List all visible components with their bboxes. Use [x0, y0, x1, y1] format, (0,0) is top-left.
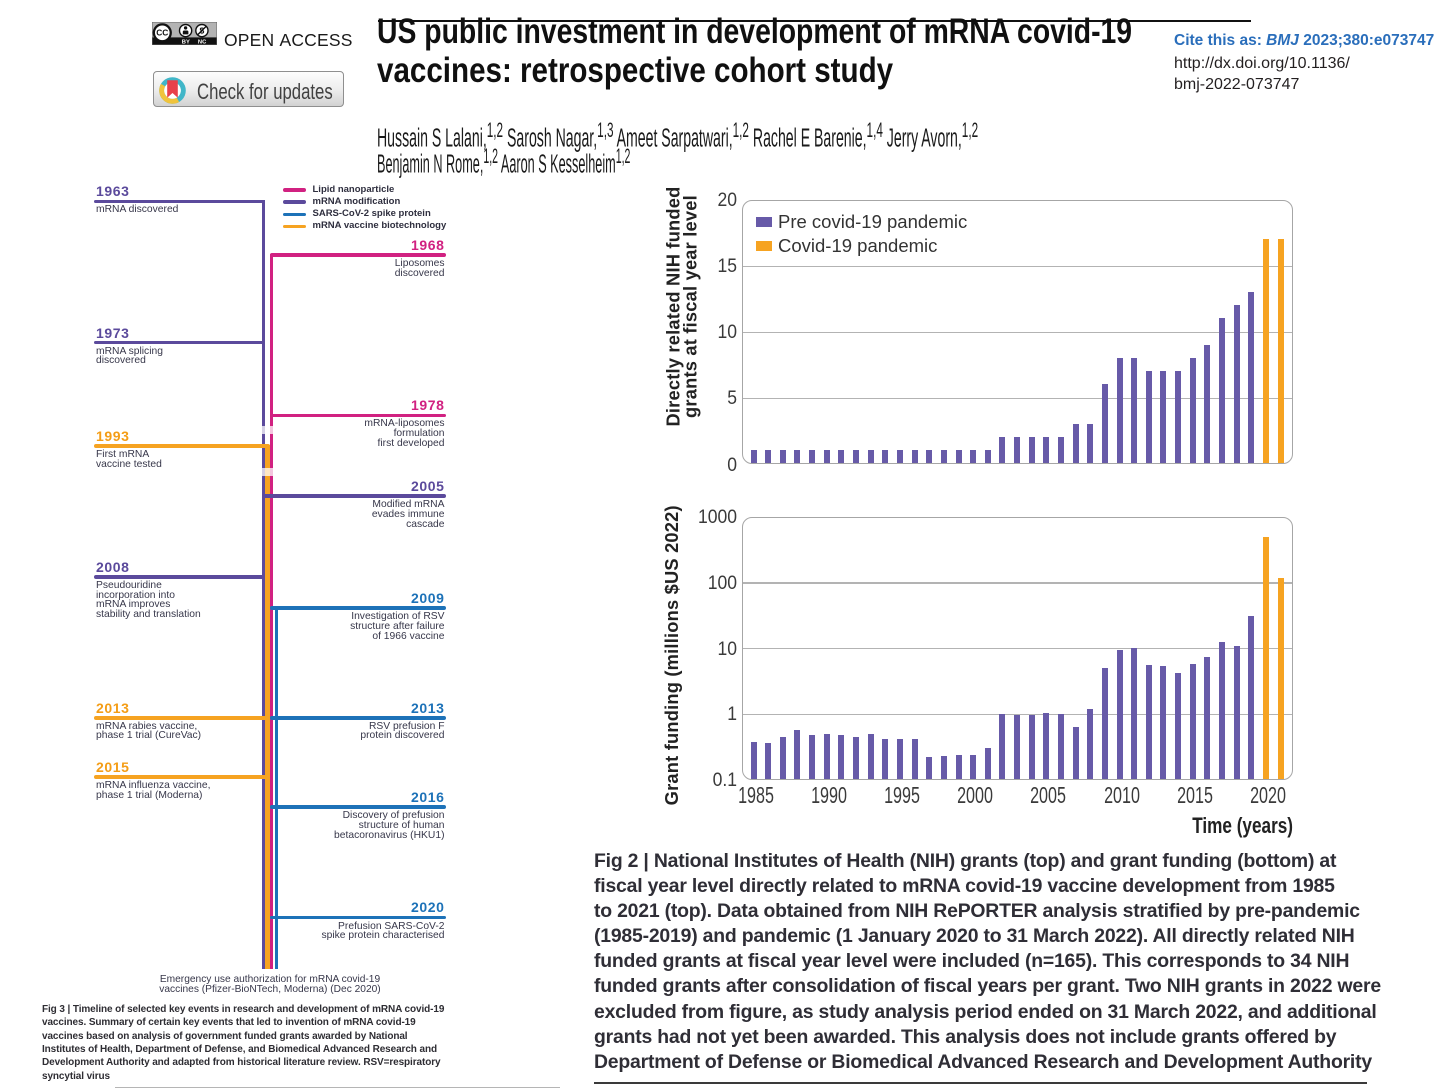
svg-text:BY: BY — [182, 40, 190, 45]
svg-text:CC: CC — [156, 28, 168, 38]
svg-text:NC: NC — [198, 40, 207, 45]
